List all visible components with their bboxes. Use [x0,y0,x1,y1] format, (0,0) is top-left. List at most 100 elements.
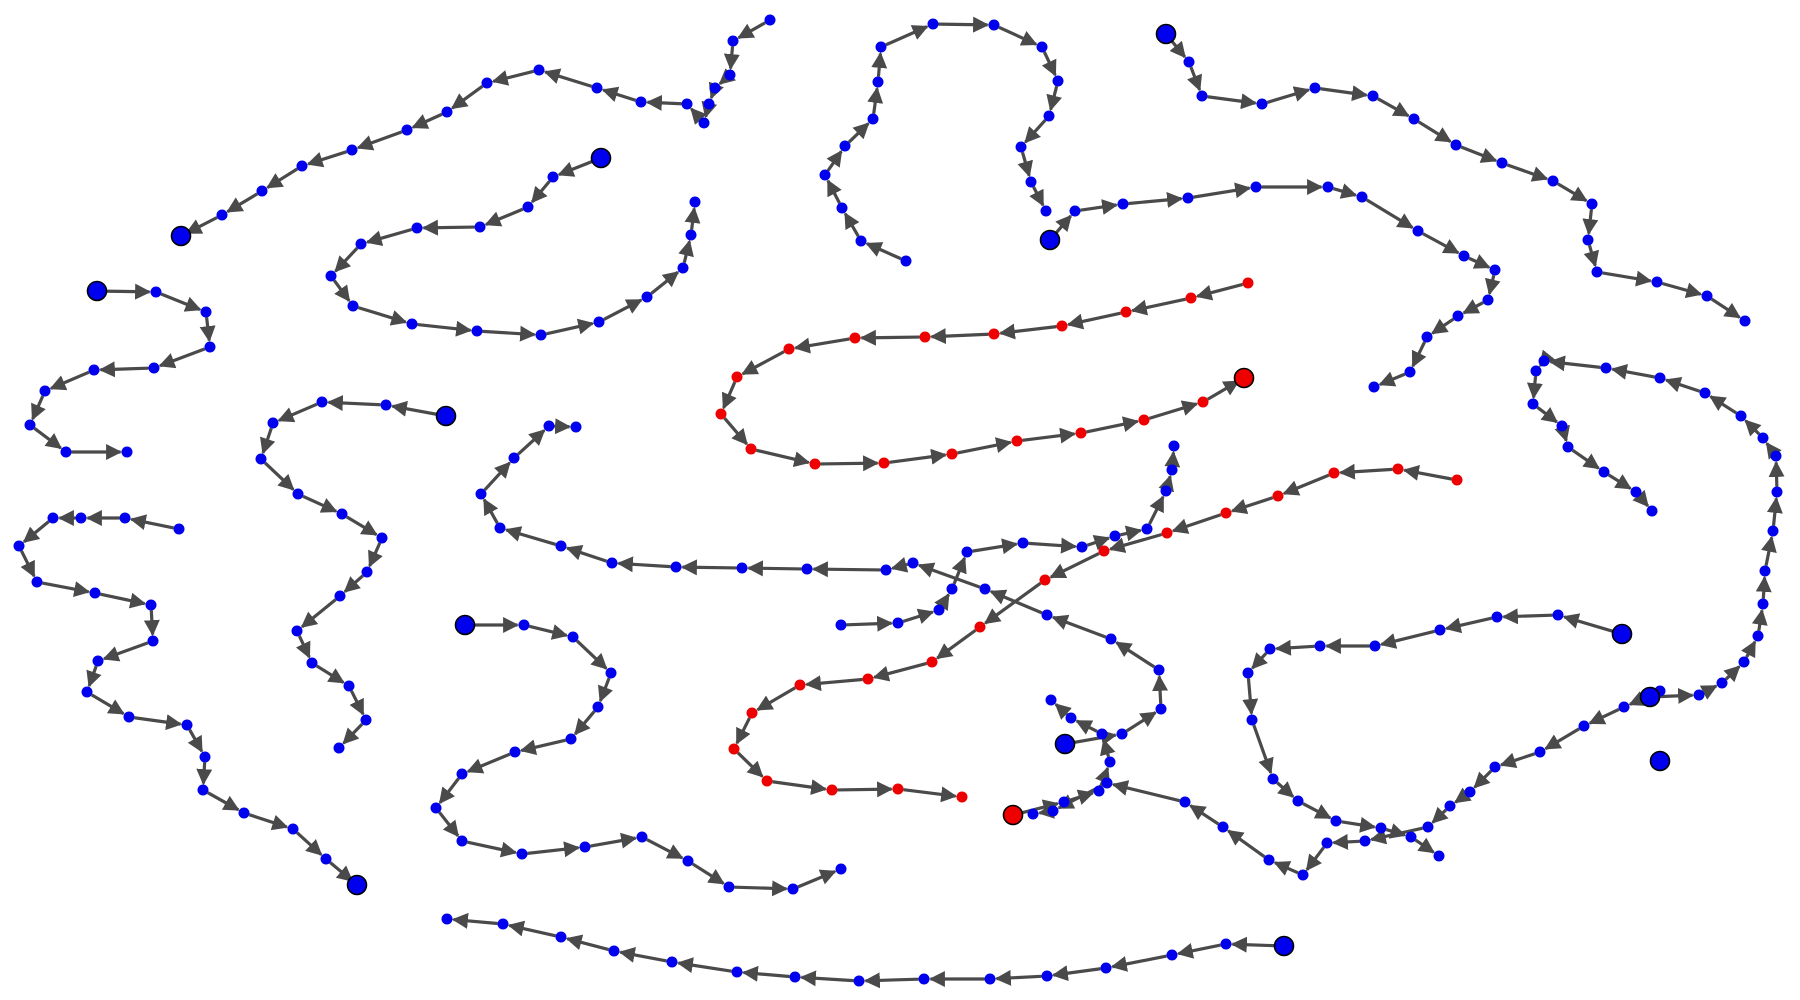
node [197,784,209,796]
edge-arrow [1046,85,1062,112]
node-highlight [809,458,821,470]
node [121,446,133,458]
node [731,966,743,978]
edge-arrow [1506,163,1549,182]
edge-arrow [756,686,797,712]
node [1591,266,1603,278]
edge-arrow [1602,270,1653,287]
edge-arrow [1768,460,1785,487]
node [591,82,603,94]
endpoint-node-highlight [1002,804,1024,826]
edge-arrow [826,179,842,204]
node-highlight [1056,320,1068,332]
edge-arrow [466,752,511,774]
node [1025,176,1037,188]
node [1582,234,1594,246]
edge-arrow [1273,861,1299,876]
edge-arrow [917,562,981,589]
edge-arrow [701,100,718,119]
edge-arrow [158,347,206,369]
edge-arrow [1710,297,1741,319]
edge-arrow [1544,727,1581,751]
node [1434,624,1446,636]
node [474,221,486,233]
node [1739,315,1751,327]
edge-arrow [575,639,608,670]
node [1246,714,1258,726]
node [839,140,851,152]
node [31,576,43,588]
node [516,848,528,860]
edge-arrow [601,86,637,102]
edge-arrow [196,762,213,786]
edge-arrow [1282,473,1330,496]
edge-arrow [1130,297,1186,316]
node [1489,761,1501,773]
node [835,619,847,631]
node [907,557,919,569]
edge-arrow [248,813,289,831]
node [547,171,559,183]
node [1292,795,1304,807]
node [1168,440,1180,452]
node [1646,505,1658,517]
edge-arrow [1251,651,1269,670]
node-highlight [878,457,890,469]
edge-arrow [482,325,537,342]
node [1412,225,1424,237]
edge-arrow [565,545,608,563]
edge-arrow [1661,281,1703,299]
node [1166,464,1178,476]
node [173,523,185,535]
node [1160,485,1172,497]
node [1183,56,1195,68]
edge-arrow [1041,51,1057,77]
node-highlight [731,371,743,383]
node-highlight [715,408,727,420]
node [1547,175,1559,187]
edge-arrow [811,561,881,578]
node [1491,611,1503,623]
node [306,657,318,669]
node [724,69,736,81]
node [471,325,483,337]
edge-arrow [1125,711,1157,733]
edge-arrow [1029,186,1045,207]
node-highlight [1451,474,1463,486]
edge-arrow [618,947,667,963]
edge-arrow [1274,639,1315,656]
node [81,686,93,698]
node [567,631,579,643]
edge-arrow [1744,419,1762,437]
edge-arrow [1664,377,1701,393]
edge-arrow [1431,806,1449,824]
node [689,196,701,208]
node [508,452,520,464]
edge-arrow [1080,199,1119,215]
edge-arrow [1108,532,1163,553]
edge-arrow [266,167,299,189]
edge-arrow [597,677,613,703]
edge-arrow [741,965,790,982]
node [1104,756,1116,768]
node [789,971,801,983]
edge-arrow [903,786,958,803]
node [1052,75,1064,87]
node-highlight [862,673,874,685]
edge-arrow [951,556,967,585]
edge-arrow [837,781,894,798]
edge-arrow [1385,823,1407,839]
edge-arrow [1338,463,1393,480]
node [641,291,653,303]
edge-arrow [846,615,894,632]
node [1701,290,1713,302]
edge-arrow [1761,535,1777,566]
edge-arrow [734,880,789,897]
node [670,561,682,573]
node [1757,432,1769,444]
node [918,973,930,985]
node [1450,139,1462,151]
node [267,417,279,429]
node [1716,677,1728,689]
edge-arrow [1460,145,1498,163]
